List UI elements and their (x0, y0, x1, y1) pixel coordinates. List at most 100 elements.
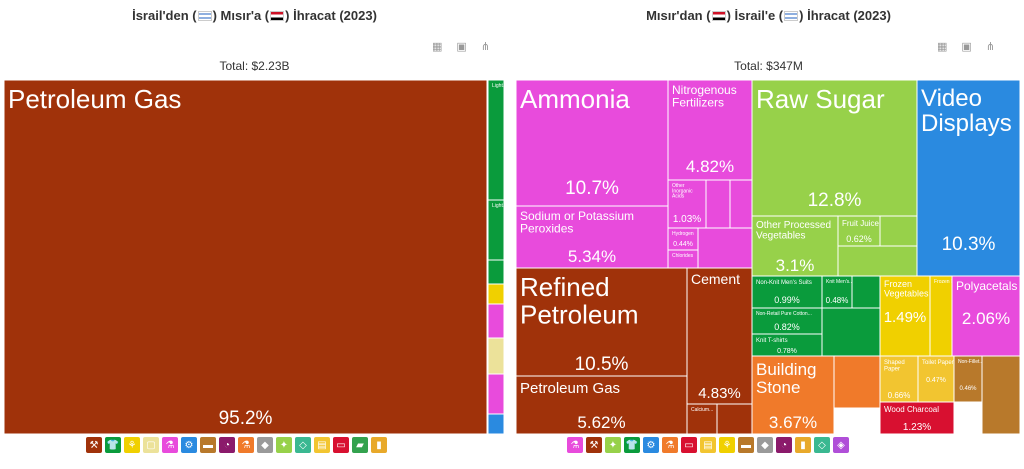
tile-value: 4.83% (698, 385, 741, 402)
gauge-icon[interactable]: ◔ (219, 437, 235, 453)
treemap-tile-raw-sugar[interactable]: Raw Sugar 12.8% (751, 80, 918, 217)
tile-value: 4.82% (686, 157, 734, 176)
shirt-icon[interactable]: 👕 (105, 437, 121, 453)
bottle-icon[interactable]: ▮ (371, 437, 387, 453)
treemap-tile-light[interactable]: Light... (487, 80, 506, 201)
tile-value: 0.99% (774, 295, 800, 305)
treemap-tile-polyacetals[interactable]: Polyacetals 2.06% (951, 275, 1020, 357)
money-icon[interactable]: ▭ (681, 437, 697, 453)
tile-value: 2.06% (962, 309, 1010, 328)
cube-icon[interactable]: ◆ (757, 437, 773, 453)
treemap-tile-non-fillet[interactable]: Non-Fillet... 0.46% (953, 355, 984, 403)
gem-icon[interactable]: ◇ (295, 437, 311, 453)
tools-icon[interactable]: ⚒ (586, 437, 602, 453)
treemap-tile-non-retail-pure-cotton[interactable]: Non-Retail Pure Cotton... 0.82% (751, 307, 823, 335)
grain-icon[interactable]: ✦ (605, 437, 621, 453)
treemap-tile-minor[interactable] (851, 275, 881, 309)
tile-label: Cement (691, 271, 740, 287)
treemap-tile-minor[interactable] (487, 283, 505, 305)
cube-icon[interactable]: ◆ (257, 437, 273, 453)
table-icon[interactable]: ▦ (937, 41, 948, 53)
tile-value: 0.47% (926, 377, 946, 384)
box-icon[interactable]: ▢ (143, 437, 159, 453)
anvil-icon[interactable]: ▬ (200, 437, 216, 453)
image-icon[interactable]: ▣ (961, 41, 972, 53)
gauge-icon[interactable]: ◔ (776, 437, 792, 453)
grain-icon[interactable]: ✦ (276, 437, 292, 453)
paper-icon[interactable]: ▤ (700, 437, 716, 453)
anvil-icon[interactable]: ▬ (738, 437, 754, 453)
treemap-tile-minor[interactable] (729, 179, 753, 229)
treemap-tile-minor[interactable] (879, 215, 918, 247)
bottle-icon[interactable]: ▮ (795, 437, 811, 453)
flask-icon[interactable]: ⚗ (567, 437, 583, 453)
tile-value: 12.8% (808, 190, 862, 211)
treemap-tile-petroleum-gas[interactable]: Petroleum Gas 95.2% (4, 80, 488, 434)
tools-icon[interactable]: ⚒ (86, 437, 102, 453)
treemap-tile-minor[interactable] (487, 259, 505, 285)
tile-label: Video (921, 85, 982, 112)
flask-icon[interactable]: ⚗ (162, 437, 178, 453)
treemap-tile-minor[interactable] (697, 227, 753, 269)
treemap-tile-knit-men-s[interactable]: Knit Men's... 0.48% (821, 275, 853, 309)
treemap-tile-tile[interactable] (487, 337, 505, 375)
share-icon[interactable]: ⋔ (985, 41, 996, 53)
money-icon[interactable]: ▭ (333, 437, 349, 453)
image-icon[interactable]: ▣ (456, 41, 467, 53)
tile-value: 1.03% (673, 214, 701, 225)
treemap-tile-ammonia[interactable]: Ammonia 10.7% (516, 80, 669, 207)
egypt-flag-icon (270, 11, 285, 21)
treemap-tile-wood-charcoal[interactable]: Wood Charcoal 1.23% (879, 401, 955, 434)
treemap-tile-mixed-mineral-or-chemical-fertilizers[interactable] (705, 179, 731, 229)
plant-icon[interactable]: ⚘ (124, 437, 140, 453)
treemap-tile-minor[interactable] (837, 245, 918, 277)
treemap-tile-knit-t-shirts[interactable]: Knit T-shirts 0.78% (751, 333, 823, 357)
treemap-tile-minor[interactable] (716, 403, 753, 434)
tile-label: Displays (921, 110, 1012, 137)
gear-icon[interactable]: ⚙ (181, 437, 197, 453)
diamond-icon[interactable]: ◈ (833, 437, 849, 453)
treemap-tile-fruit-juice[interactable]: Fruit Juice 0.62% (837, 215, 881, 247)
car-icon[interactable]: ▰ (352, 437, 368, 453)
right-title: Mısır'dan () İsrail'e () İhracat (2023) (513, 8, 1024, 23)
treemap-tile-minor[interactable] (487, 373, 505, 415)
chemical-icon[interactable]: ⚗ (238, 437, 254, 453)
treemap-tile-minor[interactable] (821, 307, 881, 357)
tile-label: Light... (492, 83, 506, 89)
treemap-tile-cement[interactable]: Cement 4.83% (686, 267, 753, 405)
tile-label: Ammonia (520, 84, 630, 114)
gem-icon[interactable]: ◇ (814, 437, 830, 453)
plant-icon[interactable]: ⚘ (719, 437, 735, 453)
tile-label: Calcium... (691, 407, 713, 413)
shirt-icon[interactable]: 👕 (624, 437, 640, 453)
treemap-tile-light[interactable]: Light... (487, 199, 506, 261)
treemap-tile-chlorides[interactable]: Chlorides (667, 249, 699, 269)
gear-icon[interactable]: ⚙ (643, 437, 659, 453)
treemap-tile-calcium[interactable]: Calcium... (686, 403, 718, 434)
treemap-tile-minor[interactable] (833, 355, 881, 409)
treemap-tile-minor[interactable] (981, 355, 1020, 434)
paper-icon[interactable]: ▤ (314, 437, 330, 453)
chemical-icon[interactable]: ⚗ (662, 437, 678, 453)
treemap-tile-tile[interactable] (487, 303, 505, 339)
treemap-tile-tile[interactable] (487, 413, 505, 434)
table-icon[interactable]: ▦ (432, 41, 443, 53)
share-icon[interactable]: ⋔ (480, 41, 491, 53)
tile-label: Sodium or Potassium (520, 209, 634, 223)
treemap-tile-petroleum-gas[interactable]: Petroleum Gas 5.62% (516, 375, 688, 434)
treemap-tile-non-knit-men-s-suits[interactable]: Non-Knit Men's Suits 0.99% (751, 275, 823, 309)
tile-value: 1.23% (903, 422, 931, 433)
treemap-tile-toilet-paper[interactable]: Toilet Paper 0.47% (917, 355, 955, 403)
tile-label: Petroleum Gas (520, 380, 620, 397)
treemap-tile-hydrogen[interactable]: Hydrogen 0.44% (667, 227, 699, 251)
